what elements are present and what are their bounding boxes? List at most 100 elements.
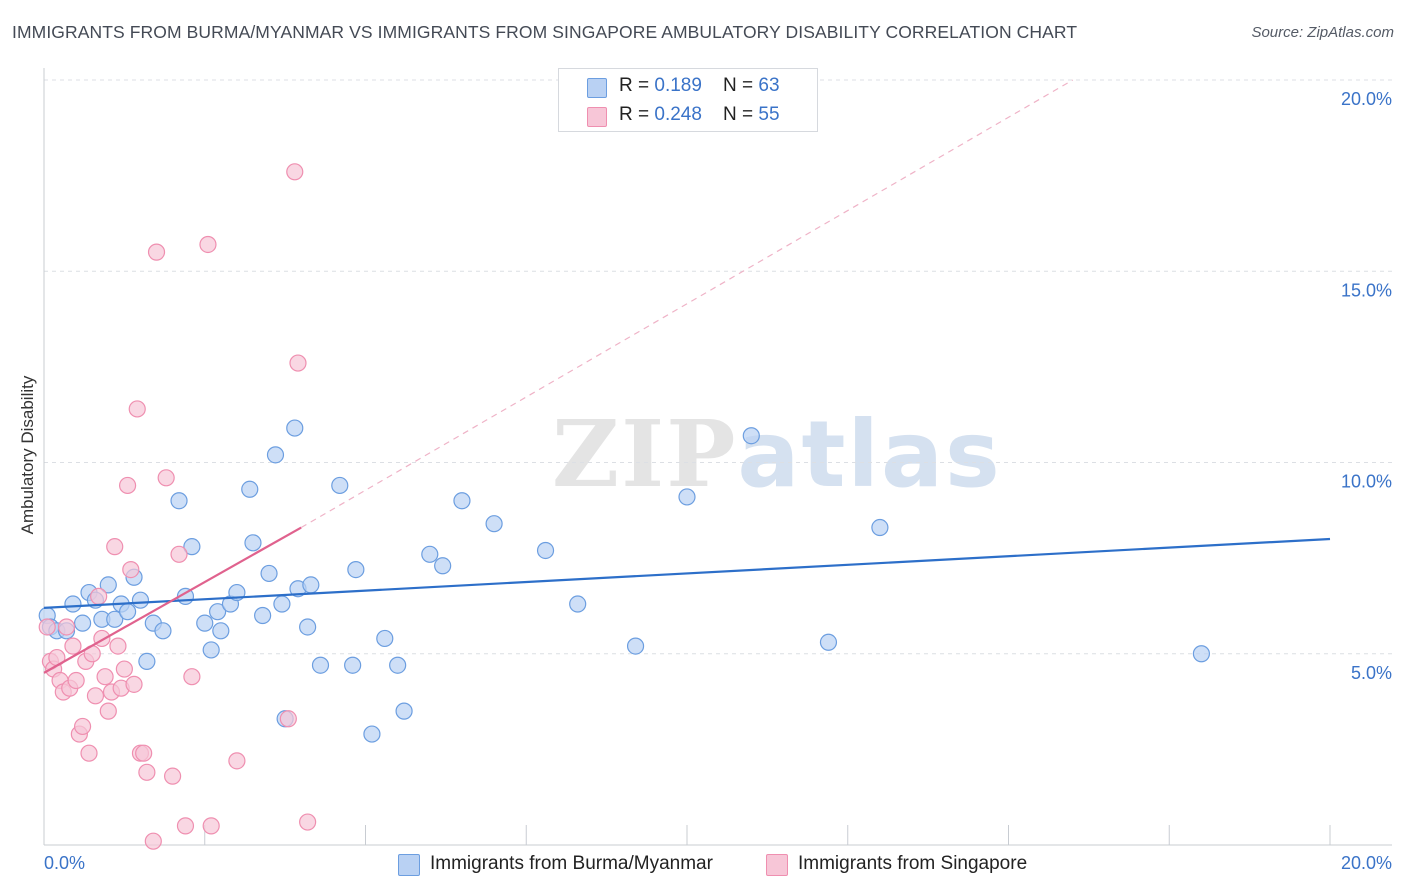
x-tick-label: 0.0% [44, 853, 85, 873]
point-burma [742, 427, 760, 445]
point-singapore [57, 618, 76, 636]
point-singapore [128, 400, 146, 418]
point-singapore [228, 752, 246, 770]
point-burma [73, 614, 92, 632]
watermark: ZIPatlas [552, 400, 1002, 508]
point-burma [196, 614, 214, 632]
legend-text-burma: R = 0.189 N = 63 [619, 75, 780, 97]
point-burma [154, 622, 172, 640]
point-singapore [289, 354, 307, 372]
series-legend-label-burma: Immigrants from Burma/Myanmar [430, 853, 713, 874]
point-burma [347, 560, 365, 579]
point-burma [212, 622, 230, 640]
point-burma [209, 603, 227, 621]
point-burma [202, 641, 220, 659]
point-burma [241, 480, 259, 498]
legend-n-value: 55 [758, 104, 780, 125]
point-singapore [64, 637, 82, 655]
y-tick-label: 20.0% [1341, 89, 1392, 109]
y-axis-label: Ambulatory Disability [18, 375, 37, 535]
point-burma [434, 557, 452, 575]
point-burma [453, 492, 471, 510]
point-singapore [115, 660, 133, 678]
legend-swatch-singapore [587, 107, 607, 127]
correlation-legend: R = 0.189 N = 63 R = 0.248 N = 55 [558, 68, 818, 132]
point-singapore [286, 163, 304, 181]
legend-r-label: R = [619, 75, 655, 96]
point-singapore [199, 235, 217, 254]
legend-n-value: 63 [758, 75, 780, 96]
point-singapore [90, 587, 108, 605]
point-singapore [38, 618, 56, 636]
point-singapore [73, 717, 92, 736]
series-legend-swatch-singapore [766, 854, 788, 876]
point-singapore [80, 744, 98, 762]
point-singapore [67, 671, 85, 690]
legend-r-label: R = [619, 104, 655, 125]
chart-source: Source: ZipAtlas.com [1251, 24, 1394, 41]
point-burma [254, 606, 272, 625]
point-singapore [157, 469, 175, 487]
point-burma [376, 629, 394, 648]
point-burma [118, 603, 137, 621]
point-singapore [170, 545, 188, 563]
point-burma [363, 725, 381, 743]
point-singapore [144, 832, 162, 850]
legend-n-label: N = [723, 104, 759, 125]
point-burma [1192, 645, 1211, 663]
point-burma [871, 518, 889, 537]
point-burma [395, 702, 413, 720]
point-burma [170, 492, 188, 510]
point-singapore [202, 817, 220, 835]
legend-r-value: 0.189 [654, 75, 702, 96]
legend-r-value: 0.248 [654, 104, 702, 125]
point-burma [626, 637, 645, 655]
point-burma [389, 656, 407, 674]
point-burma [286, 419, 304, 437]
point-singapore [147, 243, 166, 261]
point-singapore [86, 687, 105, 705]
point-burma [299, 618, 317, 636]
point-singapore [183, 668, 201, 686]
point-burma [273, 595, 291, 613]
point-burma [99, 576, 117, 594]
series-legend-swatch-burma [398, 854, 420, 876]
trend-line-burma [43, 537, 1331, 609]
y-tick-label: 10.0% [1341, 472, 1392, 492]
point-singapore [118, 476, 137, 495]
point-burma [131, 591, 150, 609]
series-legend-label-singapore: Immigrants from Singapore [798, 853, 1028, 874]
point-burma [183, 538, 201, 556]
point-singapore [99, 702, 117, 720]
point-singapore [106, 538, 124, 556]
point-singapore [109, 637, 127, 655]
point-burma [678, 488, 696, 506]
point-singapore [122, 560, 140, 579]
trend-line-singapore-extension [300, 79, 1074, 529]
point-burma [302, 576, 320, 594]
point-burma [569, 595, 587, 613]
point-burma [421, 545, 439, 563]
legend-n-label: N = [723, 75, 759, 96]
point-burma [64, 595, 82, 613]
point-singapore [279, 710, 297, 728]
point-burma [311, 656, 330, 674]
watermark-zip: ZIP [552, 400, 738, 508]
legend-text-singapore: R = 0.248 N = 55 [619, 104, 780, 126]
point-burma [485, 515, 503, 533]
trend-line-singapore [43, 526, 302, 674]
point-singapore [176, 817, 195, 835]
y-tick-label: 5.0% [1351, 663, 1392, 683]
x-tick-label: 20.0% [1341, 853, 1392, 873]
point-burma [138, 652, 156, 671]
point-singapore [135, 744, 153, 762]
point-burma [266, 446, 285, 464]
point-burma [260, 564, 278, 583]
point-burma [106, 610, 124, 628]
point-burma [819, 633, 838, 651]
chart-title: IMMIGRANTS FROM BURMA/MYANMAR VS IMMIGRA… [12, 22, 1078, 42]
legend-swatch-burma [587, 78, 607, 98]
point-burma [536, 541, 555, 560]
point-burma [331, 476, 349, 495]
